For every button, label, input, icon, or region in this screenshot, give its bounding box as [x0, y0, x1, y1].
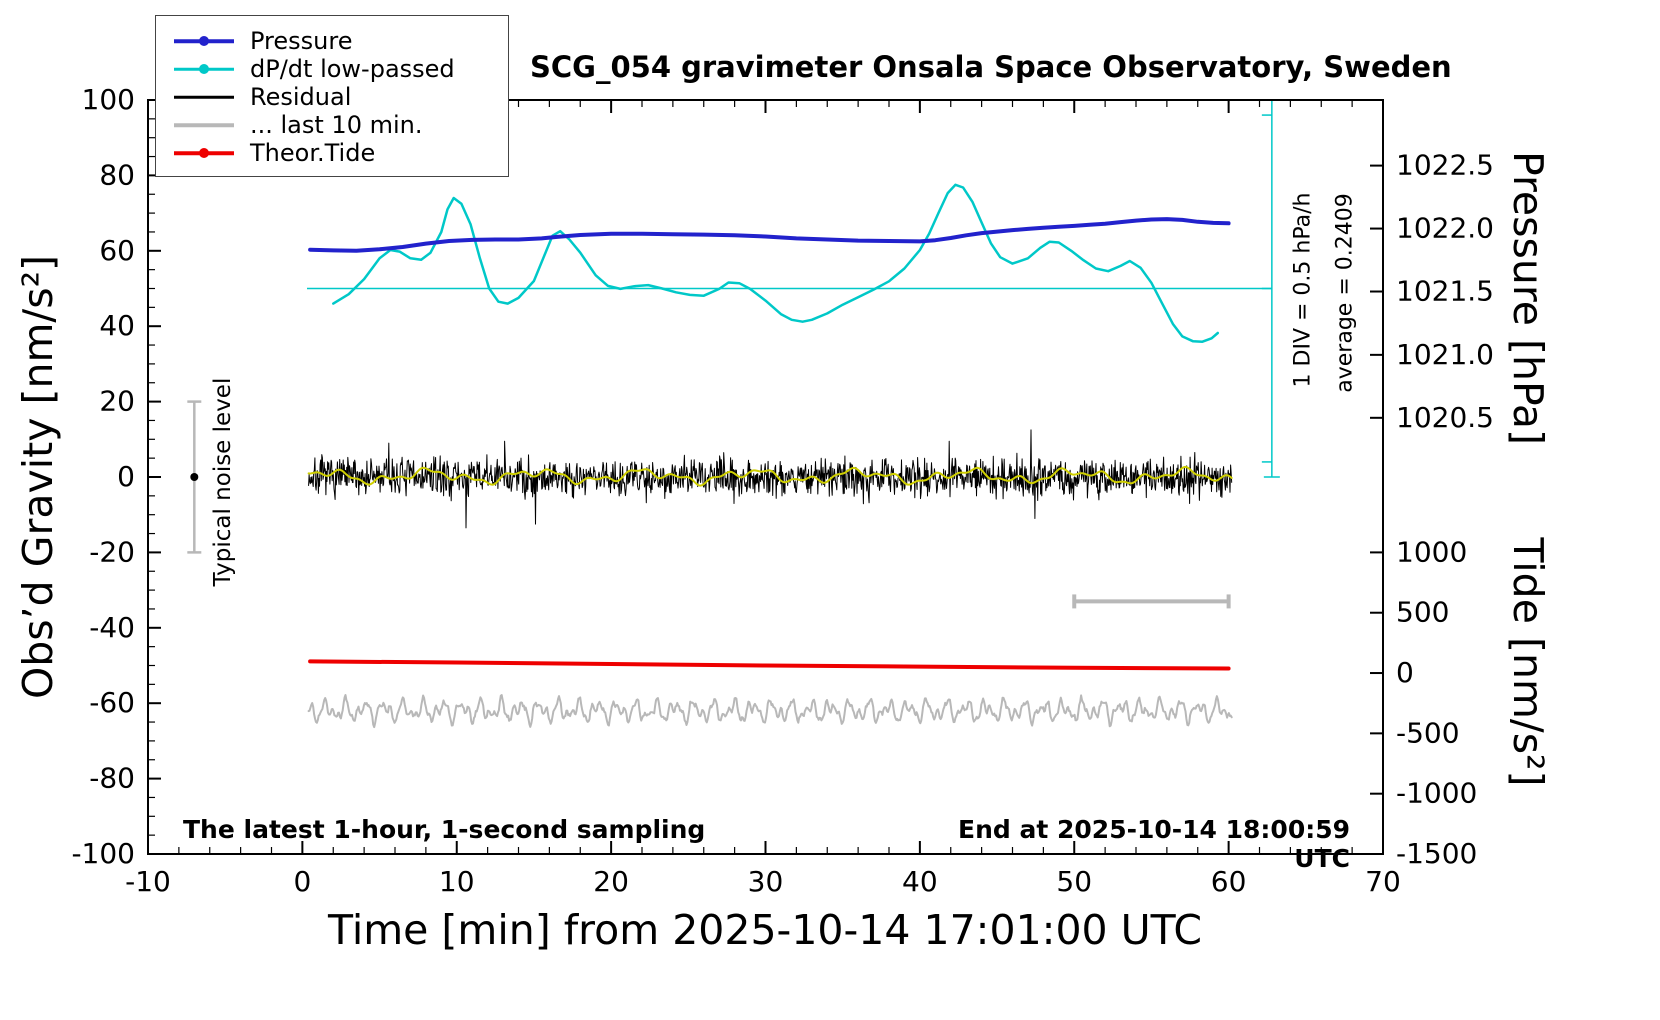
sampling-note: The latest 1-hour, 1-second sampling [183, 815, 706, 844]
legend-label: Theor.Tide [250, 139, 376, 167]
y-tick-label: -20 [89, 535, 135, 568]
x-tick-label: 0 [293, 865, 311, 898]
tide-tick-label: -1500 [1396, 837, 1477, 870]
legend-label: Pressure [250, 27, 353, 55]
pressure-tick-label: 1021.0 [1396, 338, 1494, 371]
legend-item-last10: ... last 10 min. [174, 111, 508, 139]
x-tick-label: 50 [1056, 865, 1092, 898]
legend-item-tide: Theor.Tide [174, 139, 508, 167]
series-dpdt [332, 183, 1220, 343]
x-tick-label: -10 [125, 865, 171, 898]
legend-marker-dpdt [174, 62, 234, 76]
x-tick-label: 30 [748, 865, 784, 898]
tide-tick-label: 500 [1396, 596, 1449, 629]
legend-marker-residual [174, 90, 234, 104]
series-tide [308, 659, 1231, 671]
y-tick-label: 100 [82, 83, 135, 116]
legend-marker-pressure [174, 34, 234, 48]
y-axis-title: Obs’d Gravity [nm/s²] [14, 254, 62, 700]
series-residual_lp [307, 465, 1233, 487]
y-tick-label: -40 [89, 611, 135, 644]
legend-items: Pressure dP/dt low-passed Residual... last… [174, 27, 508, 167]
annotation-noise-level: Typical noise level [210, 377, 236, 587]
pressure-tick-label: 1020.5 [1396, 401, 1494, 434]
y-tick-label: 60 [99, 234, 135, 267]
tide-tick-label: -1000 [1396, 777, 1477, 810]
noise-level-dot [190, 473, 199, 481]
series-residual [308, 429, 1233, 529]
y-tick-label: 40 [99, 309, 135, 342]
y-tick-label: -80 [89, 762, 135, 795]
tide-axis-title: Tide [nm/s²] [1504, 537, 1552, 787]
x-tick-label: 40 [902, 865, 938, 898]
tide-tick-label: 1000 [1396, 535, 1467, 568]
legend-marker-tide [174, 146, 234, 160]
y-tick-label: -100 [71, 837, 135, 870]
pressure-tick-label: 1021.5 [1396, 275, 1494, 308]
x-tick-label: 60 [1211, 865, 1247, 898]
pressure-tick-label: 1022.5 [1396, 149, 1494, 182]
legend-label: Residual [250, 83, 352, 111]
y-tick-label: 80 [99, 158, 135, 191]
x-tick-label: 10 [439, 865, 475, 898]
annotation-div-scale: 1 DIV = 0.5 hPa/h [1290, 192, 1316, 388]
legend-label: ... last 10 min. [250, 111, 423, 139]
tide-tick-label: 0 [1396, 656, 1414, 689]
series-last10 [307, 694, 1233, 729]
legend-item-dpdt: dP/dt low-passed [174, 55, 508, 83]
pressure-axis-title: Pressure [hPa] [1504, 150, 1552, 446]
plot-frame [147, 99, 1384, 855]
y-tick-label: 20 [99, 385, 135, 418]
legend-marker-last10 [174, 118, 234, 132]
pressure-tick-label: 1022.0 [1396, 212, 1494, 245]
legend-item-residual: Residual [174, 83, 508, 111]
x-axis-title: Time [min] from 2025-10-14 17:01:00 UTC [328, 906, 1202, 954]
legend-box: Pressure dP/dt low-passed Residual... last… [155, 15, 509, 177]
tide-tick-label: -500 [1396, 716, 1460, 749]
series-pressure [308, 217, 1231, 253]
y-tick-label: 0 [117, 460, 135, 493]
end-time-note: End at 2025-10-14 18:00:59 UTC [958, 815, 1350, 873]
annotation-average: average = 0.2409 [1332, 193, 1358, 393]
x-tick-label: 70 [1365, 865, 1401, 898]
x-tick-label: 20 [593, 865, 629, 898]
y-tick-label: -60 [89, 686, 135, 719]
legend-item-pressure: Pressure [174, 27, 508, 55]
legend-label: dP/dt low-passed [250, 55, 455, 83]
page-title: SCG_054 gravimeter Onsala Space Observat… [530, 50, 1452, 84]
